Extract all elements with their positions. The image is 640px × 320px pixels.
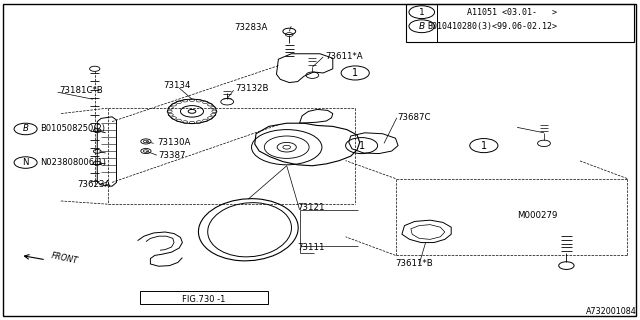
Text: FIG.730 -1: FIG.730 -1 [182,295,225,304]
Text: 73611*A: 73611*A [325,52,363,61]
Text: B: B [419,22,425,31]
Text: 73111: 73111 [298,243,325,252]
Text: 73283A: 73283A [234,23,268,32]
Text: 73387: 73387 [159,151,186,160]
Text: 73623A: 73623A [77,180,110,189]
Text: 1: 1 [358,140,365,151]
Text: 1: 1 [419,8,424,17]
Text: FRONT: FRONT [50,251,79,266]
Bar [406,4,634,42]
Text: 73134: 73134 [163,81,191,90]
Text: B: B [22,124,29,133]
Text: 73181C*B: 73181C*B [60,86,103,95]
Text: 1: 1 [481,140,487,151]
Text: N: N [22,158,29,167]
Text: A732001084: A732001084 [586,308,637,316]
Text: 73130A: 73130A [157,138,190,147]
Text: A11051 <03.01-   >: A11051 <03.01- > [467,8,557,17]
Text: N023808006(1): N023808006(1) [40,158,106,167]
Text: 73611*B: 73611*B [396,260,433,268]
Text: 1: 1 [352,68,358,78]
Bar [140,291,268,304]
Text: B010410280(3)<99.06-02.12>: B010410280(3)<99.06-02.12> [428,22,557,31]
Text: 73132B: 73132B [236,84,269,93]
Text: 73121: 73121 [298,203,325,212]
Text: 73687C: 73687C [397,113,430,122]
Text: M000279: M000279 [517,211,557,220]
Text: B010508250(2): B010508250(2) [40,124,105,133]
